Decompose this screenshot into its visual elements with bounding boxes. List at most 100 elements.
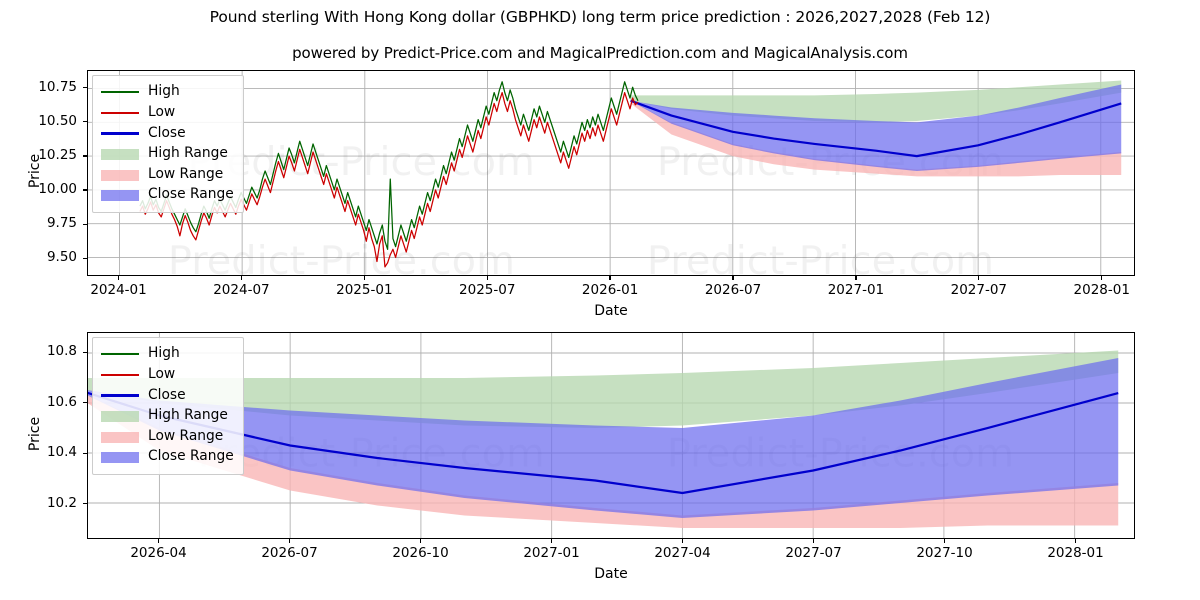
x-tick-mark — [1101, 276, 1103, 280]
legend-item-close[interactable]: Close — [101, 385, 234, 406]
close-forecast-line — [631, 101, 1122, 156]
swatch — [101, 149, 139, 161]
swatch — [101, 373, 139, 376]
legend-item-high-range[interactable]: High Range — [101, 406, 234, 427]
x-tick-mark — [978, 276, 980, 280]
y-tick-mark — [83, 452, 87, 454]
legend-patch-swatch-icon — [101, 188, 139, 202]
swatch — [101, 353, 139, 356]
y-tick-label: 9.75 — [46, 215, 77, 232]
x-tick-mark — [732, 276, 734, 280]
legend-item-high-range[interactable]: High Range — [101, 144, 234, 165]
x-tick-label: 2026-04 — [130, 545, 187, 561]
x-tick-mark — [855, 276, 857, 280]
legend-item-label: Low Range — [148, 427, 224, 444]
x-tick-label: 2026-01 — [581, 282, 639, 298]
legend-line-swatch-icon — [101, 126, 139, 140]
x-tick-mark — [288, 539, 291, 543]
legend-item-close[interactable]: Close — [101, 123, 234, 144]
y-tick-label: 10.00 — [38, 181, 77, 198]
legend-item-label: Close Range — [148, 186, 234, 203]
legend-line-swatch-icon — [101, 106, 139, 120]
y-tick-label: 10.25 — [38, 146, 77, 163]
page-title: Pound sterling With Hong Kong dollar (GB… — [209, 8, 991, 26]
legend-item-label: Close — [148, 124, 186, 141]
x-tick-mark — [486, 276, 488, 280]
y-tick-mark — [83, 87, 87, 89]
legend-item-label: Low — [148, 365, 176, 382]
x-tick-label: 2027-04 — [654, 545, 711, 561]
x-tick-mark — [117, 276, 120, 280]
x-tick-mark — [419, 539, 422, 543]
forecast-detail-x-axis-label: Date — [594, 566, 628, 582]
y-tick-mark — [83, 121, 87, 123]
x-tick-mark — [240, 276, 243, 280]
y-tick-label: 10.2 — [46, 494, 77, 511]
x-tick-label: 2024-07 — [213, 282, 270, 298]
x-tick-label: 2026-10 — [392, 545, 449, 561]
x-tick-label: 2027-01 — [523, 545, 580, 561]
watermark-text: Predict-Price.com — [168, 238, 515, 275]
x-tick-mark — [550, 539, 553, 543]
swatch — [101, 394, 139, 397]
legend-item-close-range[interactable]: Close Range — [101, 185, 234, 206]
x-tick-mark — [943, 539, 946, 543]
x-tick-label: 2028-01 — [1073, 282, 1130, 298]
x-tick-mark — [812, 539, 815, 543]
overview-chart-plot-area: Predict-Price.com Predict-Price.com Predic… — [87, 70, 1135, 276]
x-tick-mark — [609, 276, 611, 280]
forecast-detail-y-axis-label: Price — [27, 416, 43, 451]
x-tick-mark — [157, 539, 160, 543]
y-tick-mark — [83, 257, 87, 259]
legend-item-high[interactable]: High — [101, 344, 234, 365]
x-tick-label: 2027-10 — [916, 545, 973, 561]
x-tick-label: 2027-07 — [950, 282, 1008, 298]
forecast-detail-chart-legend[interactable]: High Low Close High Range Low Range Close Ran… — [92, 337, 244, 475]
close-forecast-line — [88, 388, 1118, 493]
x-tick-label: 2025-07 — [459, 282, 516, 298]
overview-chart-legend[interactable]: High Low Close High Range Low Range Close Ran… — [92, 75, 244, 213]
x-tick-label: 2026-07 — [261, 545, 318, 561]
overview-x-axis-label: Date — [594, 303, 628, 319]
x-tick-label: 2028-01 — [1047, 545, 1104, 561]
legend-item-low-range[interactable]: Low Range — [101, 164, 234, 185]
close-range-band — [88, 357, 1119, 518]
legend-item-high[interactable]: High — [101, 82, 234, 103]
legend-item-low[interactable]: Low — [101, 103, 234, 124]
legend-item-close-range[interactable]: Close Range — [101, 447, 234, 468]
x-tick-label: 2025-01 — [336, 282, 393, 298]
y-tick-mark — [83, 189, 87, 191]
low-range-band — [630, 100, 1122, 177]
watermark-text: Predict-Price.com — [188, 139, 535, 185]
legend-item-label: Low Range — [148, 165, 224, 182]
x-tick-label: 2027-07 — [785, 545, 842, 561]
swatch — [101, 91, 139, 94]
x-tick-label: 2024-01 — [90, 282, 147, 298]
legend-item-low[interactable]: Low — [101, 365, 234, 386]
overview-chart-svg: Predict-Price.com Predict-Price.com Predic… — [88, 71, 1134, 275]
page-subtitle: powered by Predict-Price.com and Magical… — [292, 44, 908, 62]
y-tick-mark — [83, 155, 87, 157]
x-tick-mark — [1074, 539, 1077, 543]
legend-line-swatch-icon — [101, 368, 139, 382]
legend-item-low-range[interactable]: Low Range — [101, 426, 234, 447]
x-tick-label: 2027-01 — [827, 282, 885, 298]
legend-item-label: Close Range — [148, 448, 234, 465]
swatch — [101, 169, 139, 181]
y-tick-label: 10.8 — [46, 343, 77, 360]
swatch — [101, 431, 139, 443]
legend-line-swatch-icon — [101, 347, 139, 361]
y-tick-mark — [83, 402, 87, 404]
legend-patch-swatch-icon — [101, 409, 139, 423]
legend-patch-swatch-icon — [101, 168, 139, 182]
legend-patch-swatch-icon — [101, 450, 139, 464]
legend-item-label: Low — [148, 103, 176, 120]
y-tick-label: 9.50 — [46, 249, 77, 266]
legend-item-label: High Range — [148, 407, 228, 424]
y-tick-label: 10.75 — [38, 78, 77, 95]
legend-item-label: High — [148, 83, 180, 100]
legend-item-label: High — [148, 345, 180, 362]
overview-y-axis-label: Price — [27, 153, 43, 189]
